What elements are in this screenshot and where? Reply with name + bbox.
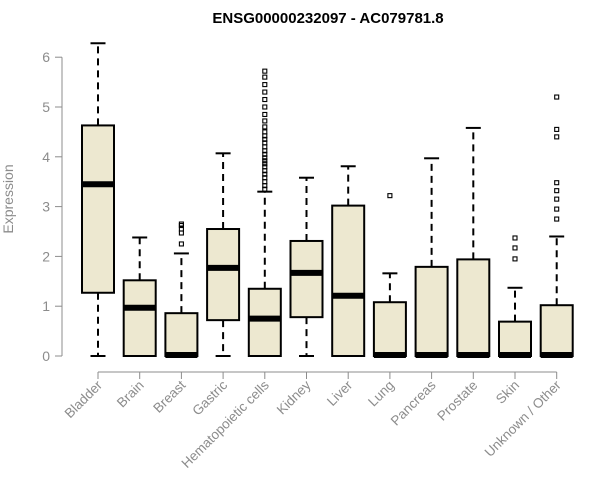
outlier-point	[554, 216, 560, 222]
x-tick-label: Unknown / Other	[482, 377, 565, 460]
x-tick-label: Kidney	[274, 377, 314, 417]
iqr-box	[164, 312, 199, 357]
y-axis: 0 1 2 3 4 5 6	[42, 49, 63, 364]
y-tick-label: 6	[42, 49, 50, 65]
outlier-point	[262, 74, 268, 80]
box-gastric	[206, 152, 241, 357]
y-tick-label: 5	[42, 99, 50, 115]
box-unknown-other	[539, 94, 574, 359]
iqr-box	[498, 320, 532, 357]
box-liver	[331, 165, 366, 357]
box-kidney	[289, 176, 324, 357]
outlier-point	[554, 126, 560, 132]
outlier-point	[262, 82, 268, 88]
outlier-point	[512, 235, 518, 241]
outlier-point	[554, 94, 560, 100]
y-tick-label: 0	[42, 348, 50, 364]
outlier-point	[262, 96, 268, 103]
chart-title: ENSG00000232097 - AC079781.8	[212, 10, 443, 27]
y-tick-label: 3	[42, 199, 50, 215]
outlier-point	[262, 144, 268, 150]
x-tick-label: Breast	[150, 377, 188, 415]
outlier-point	[262, 179, 268, 185]
box-bladder	[81, 42, 115, 357]
outlier-point	[554, 134, 560, 140]
x-tick-label: Pancreas	[388, 377, 439, 428]
outlier-point	[262, 161, 268, 167]
outlier-point	[262, 89, 268, 95]
outlier-point	[178, 230, 184, 236]
outlier-point	[262, 129, 268, 135]
y-tick-label: 2	[42, 248, 50, 264]
x-tick-label: Lung	[365, 378, 397, 410]
y-tick-label: 4	[42, 149, 50, 165]
iqr-box	[81, 124, 115, 294]
iqr-box	[122, 279, 157, 357]
iqr-box	[539, 304, 574, 358]
outlier-point	[554, 188, 560, 194]
outlier-point	[262, 104, 268, 110]
outlier-point	[554, 206, 560, 212]
outlier-point	[262, 158, 268, 164]
iqr-box	[247, 287, 282, 357]
outlier-point	[262, 111, 268, 118]
iqr-box	[456, 258, 491, 357]
iqr-box	[331, 204, 366, 357]
x-tick-label: Skin	[493, 378, 522, 407]
x-tick-label: Brain	[114, 378, 147, 411]
outlier-point	[178, 241, 184, 247]
outlier-point	[178, 221, 184, 227]
y-axis-label: Expression	[0, 164, 16, 233]
outlier-point	[554, 180, 560, 186]
iqr-box	[372, 301, 407, 358]
outlier-point	[262, 68, 268, 74]
x-tick-label: Bladder	[62, 377, 106, 421]
iqr-box	[414, 265, 449, 357]
box-hematopoietic-cells	[247, 68, 282, 357]
y-tick-label: 1	[42, 298, 50, 314]
box-pancreas	[414, 157, 449, 359]
outlier-point	[262, 124, 268, 130]
outlier-point	[512, 256, 518, 262]
outlier-point	[554, 196, 560, 202]
outlier-point	[512, 245, 518, 251]
plot-area	[81, 42, 574, 359]
box-brain	[122, 236, 157, 357]
outlier-point	[262, 164, 268, 170]
iqr-box	[289, 239, 324, 319]
x-tick-label: Liver	[324, 377, 356, 409]
iqr-box	[206, 228, 241, 322]
x-tick-label: Prostate	[434, 378, 480, 424]
box-skin	[498, 235, 532, 359]
outlier-point	[387, 193, 393, 199]
box-prostate	[456, 126, 491, 359]
x-tick-label: Gastric	[189, 377, 230, 418]
box-lung	[372, 193, 407, 359]
outlier-point	[262, 118, 268, 124]
box-breast	[164, 221, 199, 359]
